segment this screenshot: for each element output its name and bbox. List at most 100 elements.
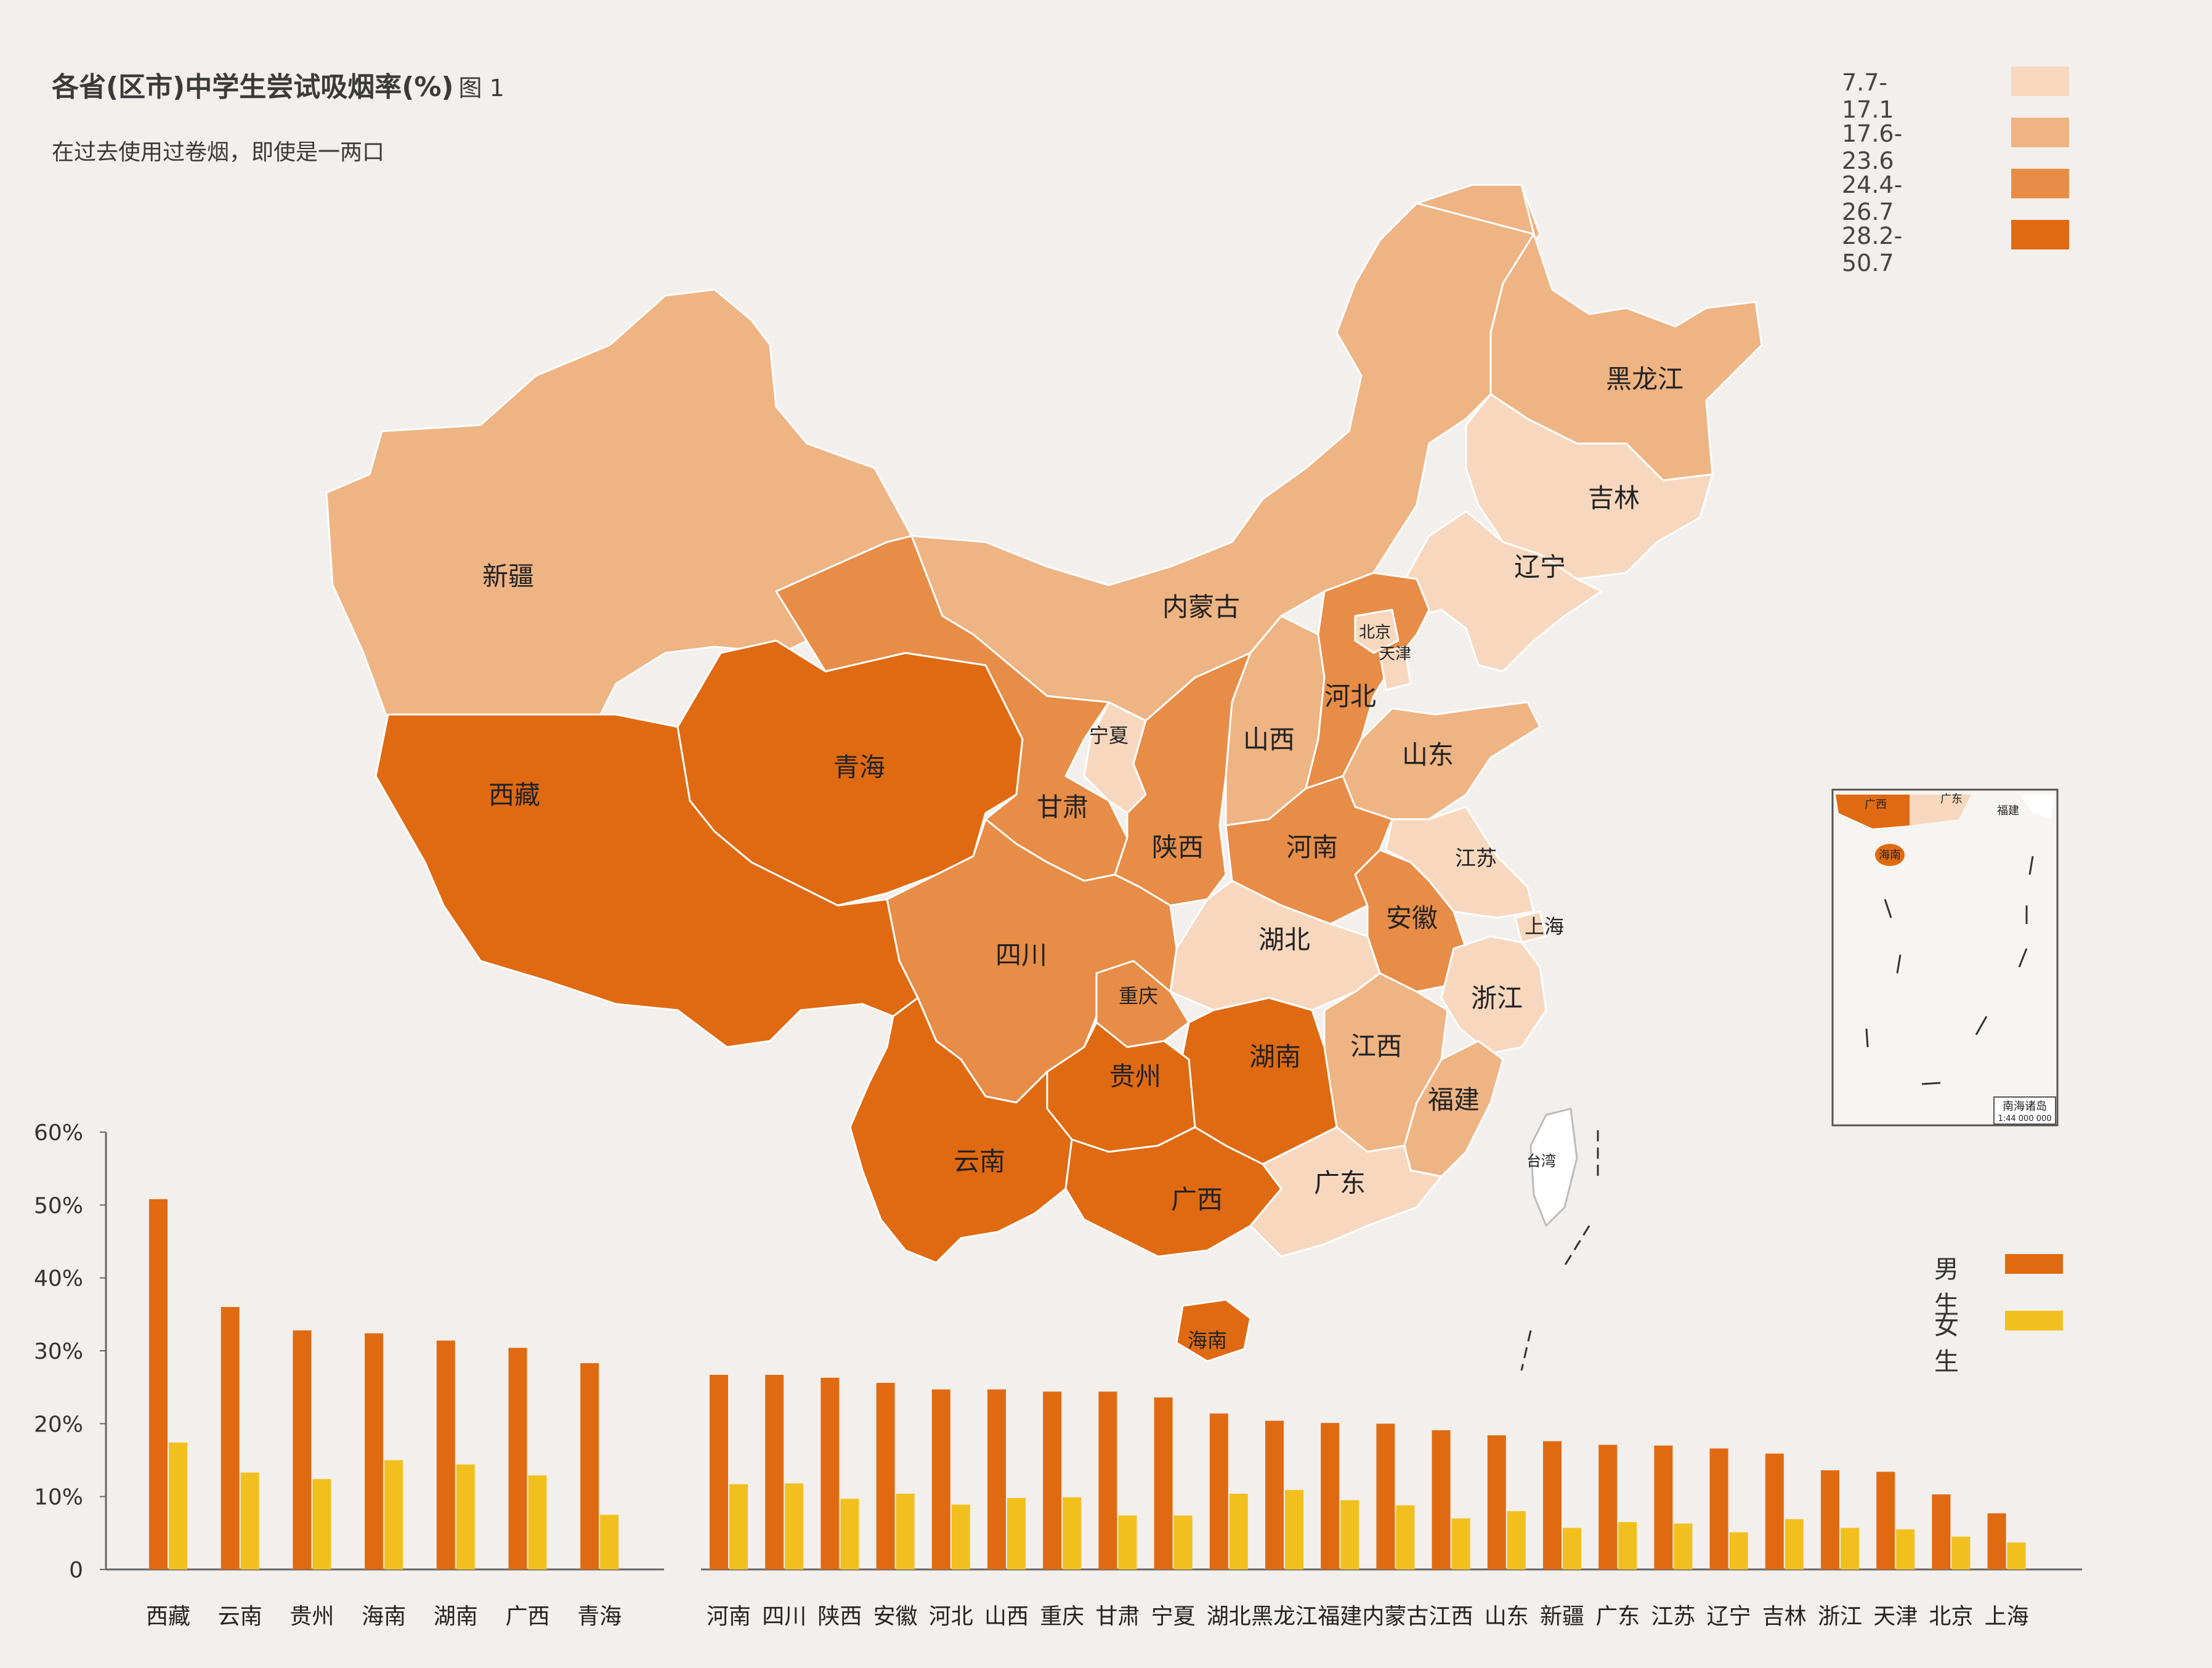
bar-male[interactable] <box>1876 1472 1895 1569</box>
bar-female[interactable] <box>1007 1498 1026 1569</box>
region-heilongjiang[interactable] <box>1416 184 1763 482</box>
bar-male[interactable] <box>1821 1470 1839 1569</box>
x-tick-label: 甘肃 <box>1095 1604 1140 1629</box>
bar-female[interactable] <box>1785 1519 1804 1569</box>
region-taiwan[interactable] <box>1529 1107 1578 1227</box>
bar-male[interactable] <box>1321 1423 1340 1569</box>
map-legend-swatch <box>2011 118 2069 147</box>
bar-female[interactable] <box>1229 1493 1248 1569</box>
x-tick-label: 西藏 <box>146 1604 190 1629</box>
region-jilin[interactable] <box>1465 393 1714 580</box>
bar-male[interactable] <box>221 1307 240 1569</box>
map-label: 河北 <box>1324 681 1376 711</box>
x-tick-label: 辽宁 <box>1707 1604 1751 1629</box>
bar-male[interactable] <box>987 1389 1006 1569</box>
bar-female[interactable] <box>1563 1528 1581 1569</box>
bar-female[interactable] <box>1118 1515 1137 1569</box>
bar-male[interactable] <box>1709 1448 1728 1569</box>
bar-male[interactable] <box>1487 1435 1506 1569</box>
bar-female[interactable] <box>1951 1536 1971 1569</box>
bar-female[interactable] <box>840 1499 859 1569</box>
bar-female[interactable] <box>456 1464 475 1569</box>
bar-male[interactable] <box>1543 1441 1562 1569</box>
region-hainan[interactable] <box>1175 1298 1252 1362</box>
bar-female[interactable] <box>1618 1522 1637 1569</box>
bar-male[interactable] <box>1098 1391 1117 1569</box>
region-xizang[interactable] <box>375 713 919 1048</box>
region-neimenggu[interactable] <box>910 184 1541 722</box>
bar-male[interactable] <box>1598 1444 1618 1569</box>
bar-female[interactable] <box>1063 1497 1082 1569</box>
bar-female[interactable] <box>1451 1518 1470 1569</box>
region-shanghai[interactable] <box>1514 910 1547 944</box>
x-tick-label: 广东 <box>1595 1604 1640 1629</box>
bar-male[interactable] <box>1376 1423 1395 1569</box>
bar-male[interactable] <box>365 1333 384 1569</box>
inset-label: 海南 <box>1879 849 1901 862</box>
bar-female[interactable] <box>384 1460 403 1570</box>
map-label: 河南 <box>1286 832 1338 862</box>
bar-male[interactable] <box>580 1363 599 1569</box>
map-label: 重庆 <box>1119 984 1158 1008</box>
bar-female[interactable] <box>729 1484 748 1569</box>
x-tick-label: 河南 <box>707 1604 751 1629</box>
bar-male[interactable] <box>931 1389 950 1569</box>
bar-female[interactable] <box>1896 1529 1915 1569</box>
bar-female[interactable] <box>312 1479 331 1569</box>
map-label: 内蒙古 <box>1162 592 1240 622</box>
y-tick-label: 20% <box>34 1412 83 1437</box>
bar-male[interactable] <box>436 1340 455 1569</box>
map-label: 西藏 <box>488 780 540 810</box>
bar-female[interactable] <box>528 1475 547 1569</box>
bar-chart: 010%20%30%40%50%60% 西藏 云南 贵州 海南 湖南 广西 青海 河南 四川 陕西… <box>34 1120 2082 1629</box>
figure-number: 图 1 <box>458 75 504 102</box>
bar-female[interactable] <box>1285 1490 1303 1569</box>
bar-female[interactable] <box>1340 1500 1359 1569</box>
bar-female[interactable] <box>1173 1515 1193 1569</box>
bar-male[interactable] <box>508 1348 527 1569</box>
bar-male[interactable] <box>293 1330 312 1569</box>
bar-female[interactable] <box>600 1515 619 1569</box>
bar-female[interactable] <box>2007 1542 2026 1569</box>
bar-female[interactable] <box>1674 1523 1693 1569</box>
bar-female[interactable] <box>240 1472 259 1569</box>
bar-female[interactable] <box>1841 1528 1859 1569</box>
bar-female[interactable] <box>1396 1505 1415 1569</box>
bar-male[interactable] <box>1932 1494 1951 1569</box>
bar-male[interactable] <box>1987 1513 2006 1569</box>
bar-male[interactable] <box>1209 1413 1228 1569</box>
bar-female[interactable] <box>785 1483 804 1569</box>
bar-female[interactable] <box>896 1493 915 1569</box>
bar-male[interactable] <box>1432 1430 1451 1569</box>
bar-female[interactable] <box>1507 1511 1526 1569</box>
bar-female[interactable] <box>1729 1532 1748 1569</box>
bar-male[interactable] <box>1043 1391 1062 1569</box>
x-tick-label: 新疆 <box>1540 1604 1584 1629</box>
x-tick-label: 云南 <box>218 1604 262 1629</box>
bar-legend-swatch <box>2005 1311 2063 1330</box>
bar-male[interactable] <box>820 1377 840 1569</box>
region-beijing[interactable] <box>1354 609 1400 654</box>
region-tianjin[interactable] <box>1379 646 1412 691</box>
x-tick-label: 广西 <box>505 1604 549 1629</box>
bar-male[interactable] <box>149 1199 168 1569</box>
region-guangdong[interactable] <box>1249 1126 1443 1258</box>
bar-legend-label: 男生 <box>1934 1255 1959 1319</box>
bar-male[interactable] <box>710 1375 728 1569</box>
bar-female[interactable] <box>169 1443 187 1569</box>
region-hebei[interactable] <box>1305 572 1430 790</box>
x-tick-label: 江苏 <box>1651 1604 1695 1629</box>
x-tick-label: 黑龙江 <box>1251 1604 1318 1629</box>
bar-male[interactable] <box>1265 1420 1284 1569</box>
region-zhejiang[interactable] <box>1440 935 1547 1055</box>
bars <box>149 1199 2026 1569</box>
bar-male[interactable] <box>876 1383 895 1569</box>
bar-female[interactable] <box>951 1504 970 1569</box>
bar-male[interactable] <box>765 1375 784 1569</box>
region-yunnan[interactable] <box>849 997 1073 1264</box>
map-label: 海南 <box>1188 1329 1227 1352</box>
bar-male[interactable] <box>1154 1397 1173 1569</box>
bar-male[interactable] <box>1654 1445 1673 1569</box>
bar-male[interactable] <box>1765 1453 1784 1569</box>
map-legend-label: 24.4-26.7 <box>1842 171 1903 225</box>
